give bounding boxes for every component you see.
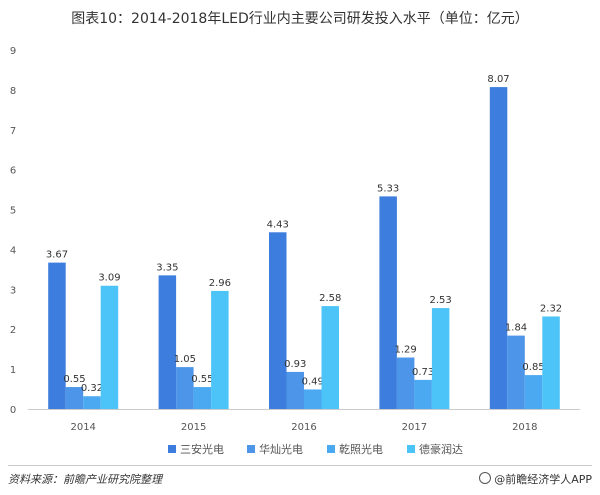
bar-3-2018 xyxy=(524,375,543,409)
data-label: 0.73 xyxy=(412,367,434,378)
legend-swatch-3 xyxy=(327,445,335,453)
data-label: 2.96 xyxy=(209,278,231,289)
legend-label-2: 华灿光电 xyxy=(259,442,303,456)
bar-3-2017 xyxy=(414,379,432,409)
bar-4-2017 xyxy=(431,308,450,409)
bar-1-2017 xyxy=(379,196,397,409)
y-tick-label: 8 xyxy=(10,86,16,97)
bar-2-2017 xyxy=(396,357,415,409)
chart-title: 图表10：2014-2018年LED行业内主要公司研发投入水平（单位：亿元） xyxy=(71,11,529,27)
bar-1-2015 xyxy=(158,275,177,409)
y-tick-label: 3 xyxy=(10,285,16,296)
data-label: 2.58 xyxy=(319,293,341,304)
bar-2-2016 xyxy=(286,371,304,409)
x-tick-label: 2015 xyxy=(181,422,206,433)
x-tick-label: 2018 xyxy=(512,422,537,433)
bar-1-2016 xyxy=(269,232,287,409)
bar-chart: 01234567893.670.550.323.0920143.351.050.… xyxy=(10,46,580,456)
bar-3-2014 xyxy=(83,396,101,409)
bar-2-2018 xyxy=(507,335,525,409)
brand-label: @前瞻经济学人APP xyxy=(479,471,592,487)
bar-1-2014 xyxy=(48,262,66,409)
data-label: 0.49 xyxy=(302,376,324,387)
bar-3-2015 xyxy=(193,387,212,409)
legend-label-4: 德豪润达 xyxy=(419,442,463,456)
y-tick-label: 4 xyxy=(10,245,16,256)
bar-2-2014 xyxy=(65,387,84,409)
data-label: 5.33 xyxy=(377,183,399,194)
data-label: 3.67 xyxy=(46,250,68,261)
y-tick-label: 7 xyxy=(10,126,16,137)
bar-3-2016 xyxy=(304,389,322,409)
data-label: 4.43 xyxy=(267,219,289,230)
data-label: 3.35 xyxy=(156,262,178,273)
y-tick-label: 0 xyxy=(10,405,16,416)
y-tick-label: 1 xyxy=(10,365,16,376)
data-label: 0.32 xyxy=(81,383,103,394)
data-label: 8.07 xyxy=(487,74,509,85)
data-label: 0.55 xyxy=(63,374,85,385)
y-tick-label: 9 xyxy=(10,46,16,57)
brand-logo-icon xyxy=(479,472,492,484)
source-note: 资料来源：前瞻产业研究院整理 xyxy=(8,473,162,486)
x-tick-label: 2017 xyxy=(402,422,427,433)
y-tick-label: 6 xyxy=(10,166,16,177)
legend-swatch-2 xyxy=(247,445,255,453)
y-tick-label: 2 xyxy=(10,325,16,336)
data-label: 0.55 xyxy=(191,374,213,385)
bar-4-2014 xyxy=(100,285,119,409)
x-tick-label: 2016 xyxy=(291,422,316,433)
data-label: 1.29 xyxy=(395,345,417,356)
x-tick-label: 2014 xyxy=(70,422,95,433)
bar-2-2015 xyxy=(176,367,194,409)
y-tick-label: 5 xyxy=(10,206,16,217)
bar-4-2015 xyxy=(211,290,229,409)
data-label: 2.32 xyxy=(540,303,562,314)
bar-4-2016 xyxy=(321,306,339,409)
data-label: 0.93 xyxy=(284,359,306,370)
brand-text: @前瞻经济学人APP xyxy=(494,473,592,486)
legend-label-1: 三安光电 xyxy=(180,442,224,456)
data-label: 0.85 xyxy=(522,362,544,373)
legend-label-3: 乾照光电 xyxy=(339,442,383,456)
legend-swatch-1 xyxy=(168,445,176,453)
legend-swatch-4 xyxy=(407,445,415,453)
data-label: 2.53 xyxy=(430,295,452,306)
bar-1-2018 xyxy=(489,87,508,409)
data-label: 3.09 xyxy=(98,273,120,284)
data-label: 1.84 xyxy=(505,323,527,334)
footer-divider xyxy=(8,465,592,466)
bar-4-2018 xyxy=(542,316,560,409)
data-label: 1.05 xyxy=(174,354,196,365)
